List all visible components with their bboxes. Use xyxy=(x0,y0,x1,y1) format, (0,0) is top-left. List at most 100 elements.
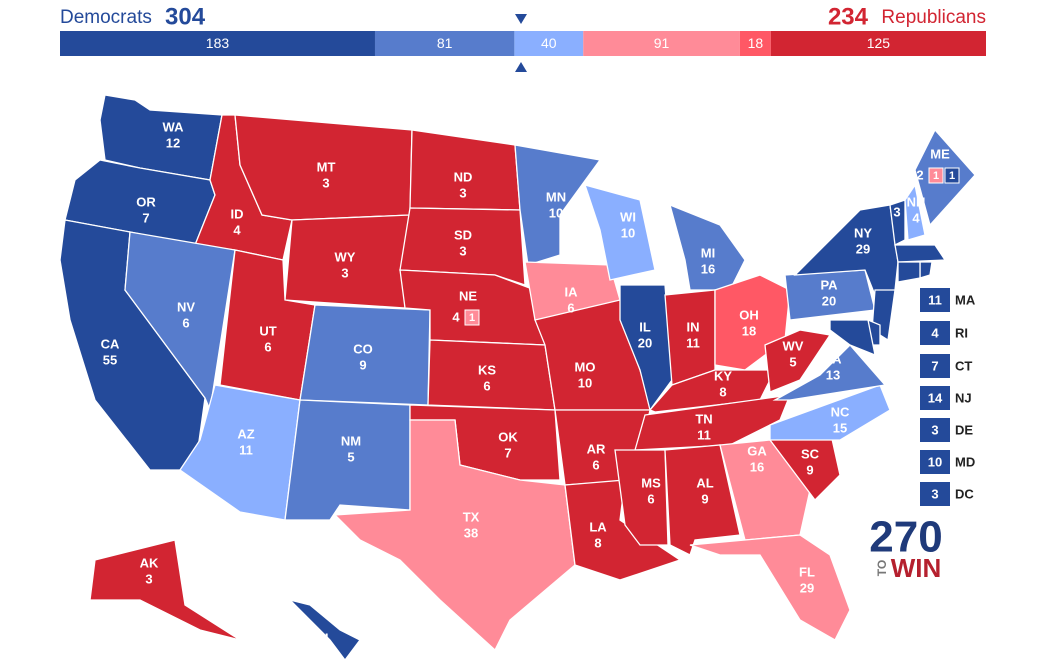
state-abbr: MS xyxy=(641,475,661,490)
state-abbr: VA xyxy=(824,351,842,366)
state-abbr: CO xyxy=(353,341,373,356)
state-votes: 13 xyxy=(826,367,840,382)
state-votes: 15 xyxy=(833,420,847,435)
state-abbr: KY xyxy=(714,368,732,383)
state-votes: 5 xyxy=(347,449,354,464)
state-abbr: FL xyxy=(799,564,815,579)
state-abbr: NE xyxy=(459,288,477,303)
state-abbr: VT xyxy=(889,188,906,203)
state-shape xyxy=(333,419,576,652)
state-votes: 3 xyxy=(145,571,152,586)
state-shape xyxy=(287,598,361,662)
logo-to: TO xyxy=(875,560,889,576)
state-votes: 3 xyxy=(341,265,348,280)
district-box xyxy=(944,167,960,184)
state-abbr: MT xyxy=(317,159,336,174)
state-abbr: AK xyxy=(140,555,159,570)
state-shape xyxy=(764,329,832,393)
state-votes: 38 xyxy=(464,525,478,540)
state-votes: 11 xyxy=(686,335,700,350)
state-abbr: WA xyxy=(163,119,185,134)
state-abbr: SC xyxy=(801,446,820,461)
state-votes: 10 xyxy=(578,375,592,390)
state-shape xyxy=(829,319,876,357)
tally-segment xyxy=(514,31,584,56)
state-shape xyxy=(793,204,899,296)
state-abbr: CA xyxy=(101,336,120,351)
small-state-box xyxy=(920,482,950,506)
state-abbr: IN xyxy=(687,319,700,334)
state-votes: 18 xyxy=(742,323,756,338)
state-abbr: WI xyxy=(620,209,636,224)
state-labels: WA12OR7CA55ID4NV6MT3WY3UT6AZ11CO9NM5ND3S… xyxy=(101,119,976,661)
state-abbr: MN xyxy=(546,189,566,204)
state-abbr: AZ xyxy=(237,426,254,441)
state-votes: 11 xyxy=(697,427,711,442)
small-state-votes: 3 xyxy=(931,486,938,501)
district-box xyxy=(928,167,944,184)
midpoint-arrow-bottom xyxy=(515,62,527,72)
small-state-abbr: DE xyxy=(955,422,973,437)
small-state-abbr: RI xyxy=(955,325,968,340)
state-shape xyxy=(919,261,933,279)
state-votes: 7 xyxy=(142,210,149,225)
state-abbr: PA xyxy=(820,277,838,292)
state-votes: 9 xyxy=(359,357,366,372)
state-shape xyxy=(634,394,792,451)
state-shape xyxy=(772,344,887,401)
tally-segment-label: 183 xyxy=(206,35,230,51)
small-state-box xyxy=(920,418,950,442)
state-votes: 5 xyxy=(789,354,796,369)
state-abbr: ND xyxy=(454,169,473,184)
state-shape xyxy=(124,231,236,413)
tally-segment xyxy=(60,31,375,56)
small-state-votes: 14 xyxy=(928,390,943,405)
state-abbr: ME xyxy=(930,146,950,161)
small-state-box xyxy=(920,450,950,474)
state-shape xyxy=(719,439,811,541)
small-state-votes: 4 xyxy=(931,325,939,340)
small-state-box xyxy=(920,354,950,378)
state-votes: 29 xyxy=(856,241,870,256)
state-votes: 4 xyxy=(912,210,920,225)
state-abbr: WY xyxy=(335,249,356,264)
state-abbr: NM xyxy=(341,433,361,448)
state-abbr: NV xyxy=(177,299,195,314)
logo[interactable]: 270 TO WIN xyxy=(869,513,942,583)
district-votes: 1 xyxy=(469,312,475,324)
state-abbr: NC xyxy=(831,404,850,419)
tally-segment-label: 81 xyxy=(437,35,453,51)
state-shape xyxy=(89,539,241,641)
small-state-abbr: NJ xyxy=(955,390,972,405)
state-votes: 6 xyxy=(264,339,271,354)
state-abbr: OR xyxy=(136,194,156,209)
tally-segment xyxy=(374,31,515,56)
district-votes: 1 xyxy=(933,170,939,182)
tally-segment-label: 91 xyxy=(654,35,670,51)
state-abbr: MI xyxy=(701,245,715,260)
state-votes: 10 xyxy=(549,205,563,220)
small-state-votes: 10 xyxy=(928,454,942,469)
small-state-votes: 3 xyxy=(931,422,938,437)
state-abbr: OH xyxy=(739,307,759,322)
state-votes: 4 xyxy=(452,309,460,324)
state-votes: 55 xyxy=(103,352,117,367)
state-abbr: ID xyxy=(231,206,244,221)
state-votes: 6 xyxy=(483,378,490,393)
state-votes: 3 xyxy=(459,243,466,258)
district-votes: 1 xyxy=(949,170,955,182)
tally-segment-label: 125 xyxy=(867,35,891,51)
state-votes: 6 xyxy=(182,315,189,330)
state-votes: 9 xyxy=(806,462,813,477)
midpoint-arrow-top xyxy=(515,14,527,24)
state-shape xyxy=(889,199,906,246)
state-votes: 20 xyxy=(638,335,652,350)
state-votes: 6 xyxy=(647,491,654,506)
state-votes: 6 xyxy=(592,457,599,472)
small-state-abbr: CT xyxy=(955,358,972,373)
state-votes: 3 xyxy=(893,204,900,219)
state-abbr: NY xyxy=(854,225,872,240)
state-abbr: WV xyxy=(783,338,804,353)
state-shape xyxy=(894,244,947,263)
